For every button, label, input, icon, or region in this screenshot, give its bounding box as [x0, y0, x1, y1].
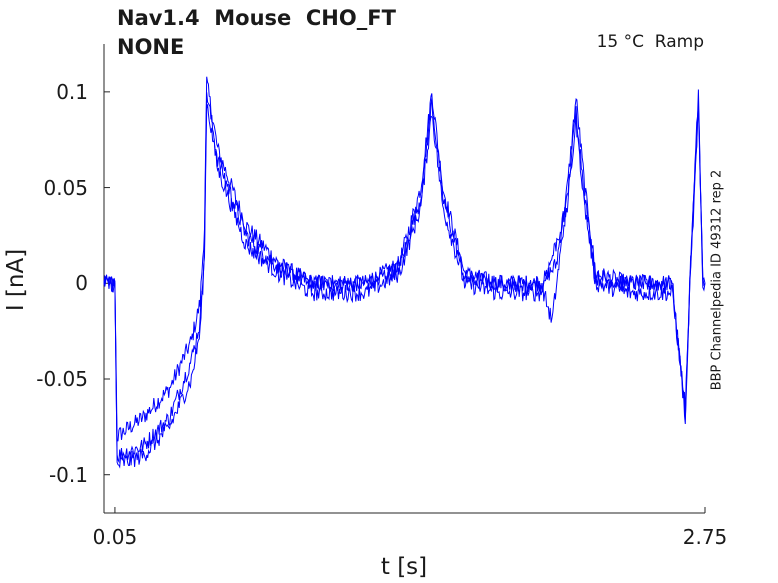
y-tick-label: 0	[75, 271, 88, 296]
chart-title: Nav1.4 Mouse CHO_FT	[117, 6, 396, 30]
x-tick-label: 2.75	[682, 525, 728, 549]
y-tick-label: 0.05	[43, 175, 88, 200]
series-line	[103, 104, 706, 469]
condition-label: 15 °C Ramp	[596, 32, 704, 52]
x-axis-label: t [s]	[380, 554, 428, 580]
y-tick-label: -0.05	[36, 367, 88, 391]
y-tick-label: -0.1	[48, 462, 88, 487]
chart-subtitle: NONE	[117, 35, 185, 59]
y-tick-label: 0.1	[56, 79, 88, 104]
series-line	[103, 92, 706, 464]
x-tick-label: 0.05	[92, 525, 138, 549]
